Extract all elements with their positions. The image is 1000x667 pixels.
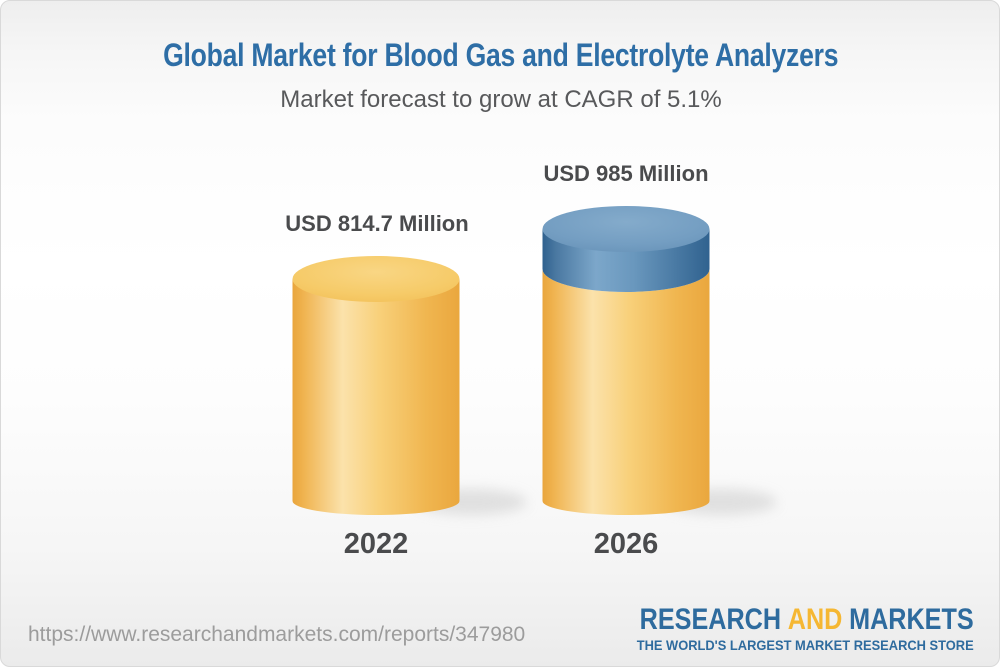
logo-word-research: RESEARCH <box>639 603 782 636</box>
chart-subtitle: Market forecast to grow at CAGR of 5.1% <box>280 86 722 113</box>
brand-logo-wordmark: RESEARCH AND MARKETS <box>639 603 974 636</box>
x-label-2026: 2026 <box>593 528 659 560</box>
chart-title-text: Global Market for Blood Gas and Electrol… <box>163 37 839 73</box>
brand-logo[interactable]: RESEARCH AND MARKETS THE WORLD'S LARGEST M… <box>576 603 974 653</box>
bar-2026-cylinder <box>542 206 710 515</box>
brand-logo-tagline: THE WORLD'S LARGEST MARKET RESEARCH STOR… <box>636 637 974 653</box>
logo-word-markets: MARKETS <box>849 603 974 636</box>
bar-2026-cylinder-top <box>542 206 710 252</box>
bar-2026-cylinder-base <box>542 269 710 515</box>
bar-value-label-2026: USD 985 Million <box>543 161 709 186</box>
logo-word-and: AND <box>788 603 843 636</box>
report-url[interactable]: https://www.researchandmarkets.com/repor… <box>28 623 526 646</box>
bar-value-label-2022: USD 814.7 Million <box>285 211 469 236</box>
bar-2022-cylinder <box>292 256 460 515</box>
chart-title: Global Market for Blood Gas and Electrol… <box>1 37 999 73</box>
x-label-2022: 2022 <box>343 528 409 560</box>
